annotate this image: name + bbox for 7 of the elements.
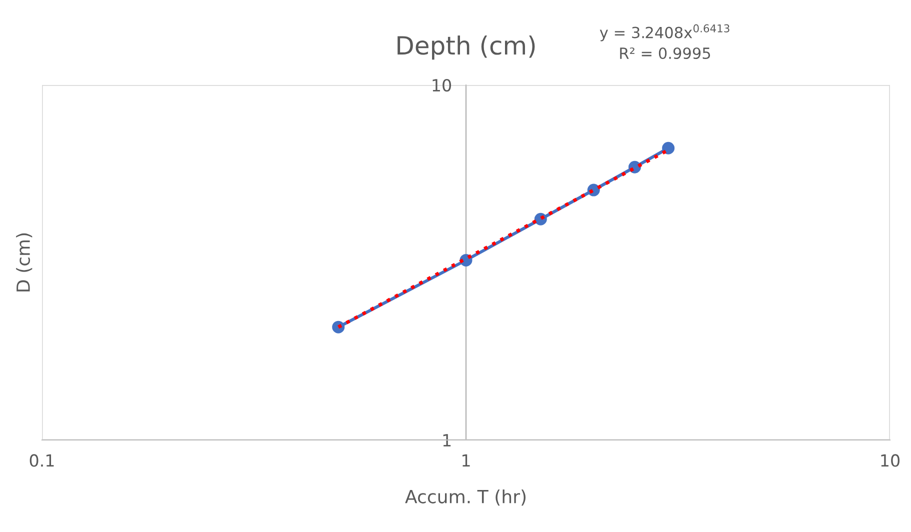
y-axis-title: D (cm) bbox=[16, 233, 32, 292]
x-axis-title: Accum. T (hr) bbox=[405, 489, 526, 506]
text: y = 3.2408x$^{0.6413}$ R² = 0.9995 bbox=[600, 24, 730, 60]
x-tick-label: 10 bbox=[881, 454, 900, 467]
chart-title: Depth (cm) bbox=[398, 35, 535, 60]
x-tick-label: 1 bbox=[462, 454, 470, 467]
x-tick-label: 0.1 bbox=[30, 454, 54, 467]
